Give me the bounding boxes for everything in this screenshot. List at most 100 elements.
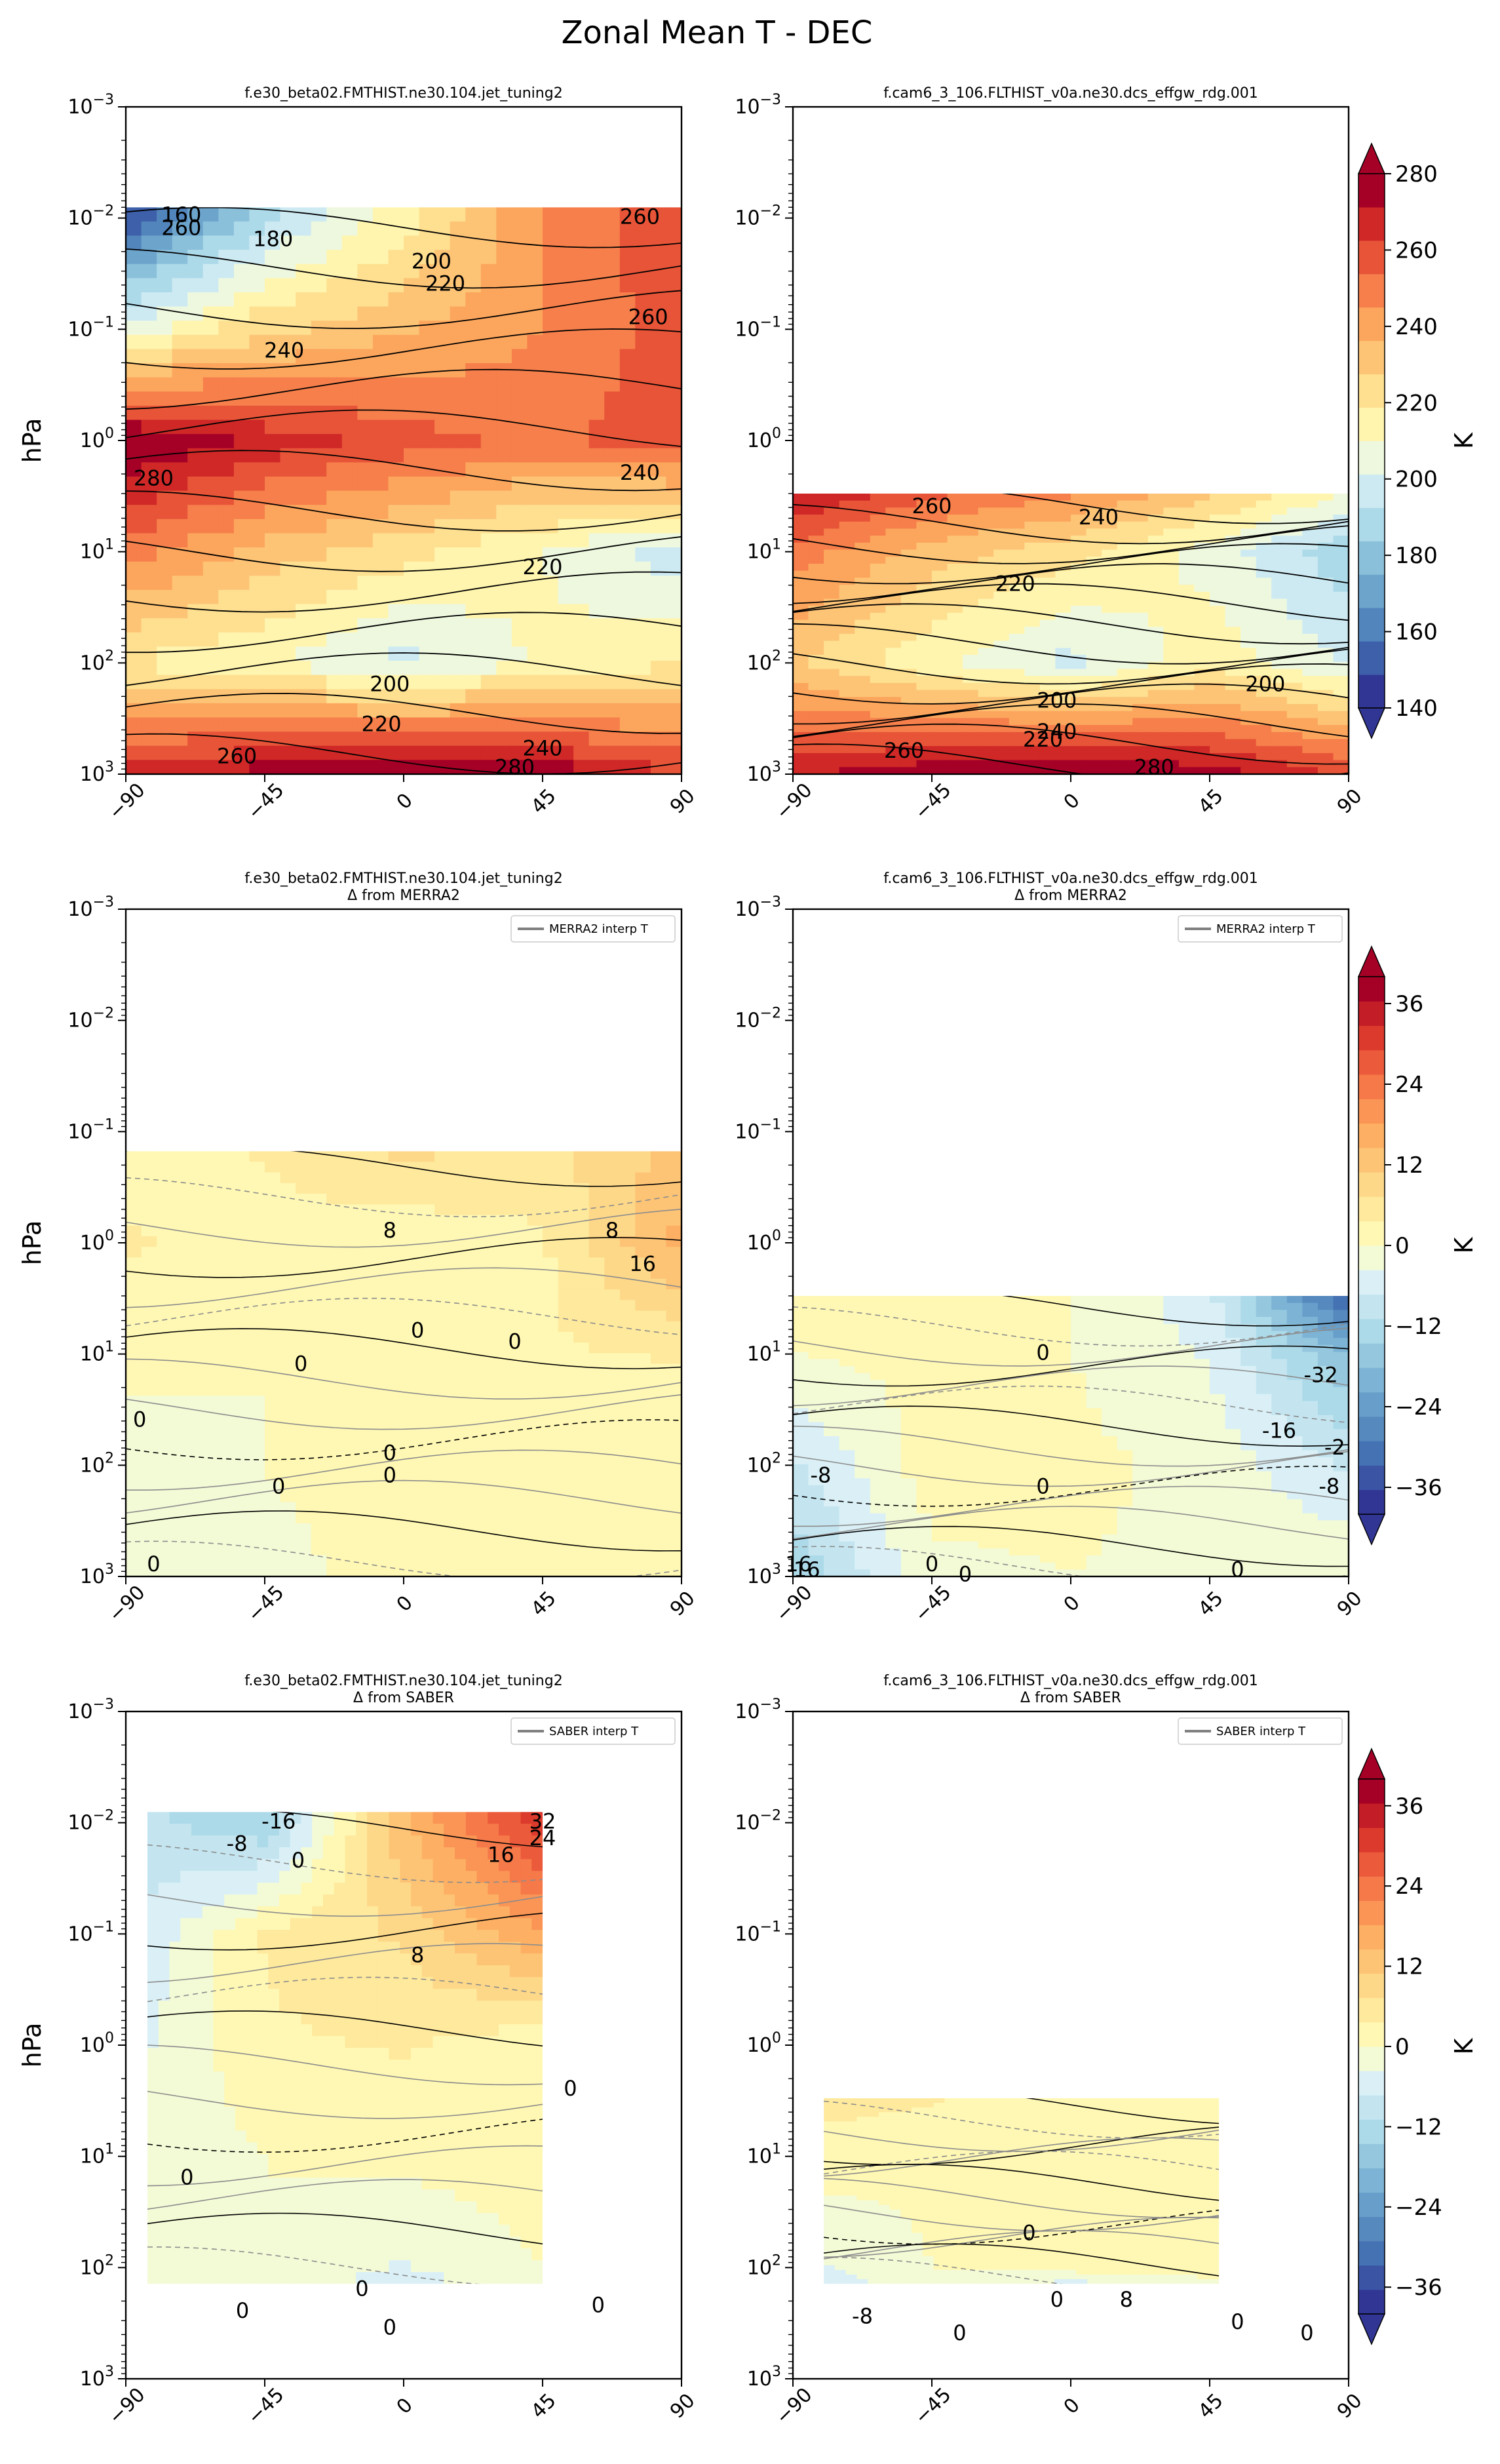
field-cell: [157, 646, 173, 661]
field-cell: [357, 1278, 374, 1290]
field-cell: [372, 476, 389, 492]
field-cell: [1256, 676, 1272, 684]
field-cell: [588, 1502, 605, 1514]
field-cell: [404, 1215, 420, 1226]
y-tick-exponent: −2: [760, 203, 781, 220]
field-cell: [1055, 1323, 1071, 1332]
field-cell: [527, 732, 543, 747]
field-cell: [1302, 493, 1318, 501]
y-tick-base: 10: [80, 652, 105, 675]
field-cell: [900, 606, 917, 614]
field-cell: [855, 1295, 871, 1304]
field-cell: [280, 1565, 296, 1577]
field-cell: [172, 1353, 188, 1365]
field-cell: [511, 1257, 528, 1269]
field-cell: [1024, 521, 1041, 530]
field-cell: [947, 711, 963, 718]
field-cell: [265, 349, 281, 364]
field-cell: [900, 507, 917, 515]
field-cell: [372, 1331, 389, 1343]
field-cell: [666, 1470, 682, 1481]
field-cell: [573, 1225, 590, 1237]
field-cell: [141, 1300, 157, 1312]
contour-label: 160: [161, 202, 201, 227]
field-cell: [1147, 536, 1164, 543]
field-cell: [1132, 1310, 1149, 1318]
field-cell: [1102, 732, 1118, 740]
field-cell: [1039, 1344, 1056, 1353]
field-cell: [650, 1470, 667, 1481]
field-cell: [604, 1321, 621, 1333]
field-cell: [1117, 1323, 1133, 1332]
field-cell: [1132, 536, 1149, 543]
field-cell: [1225, 739, 1241, 747]
field-cell: [141, 1396, 157, 1407]
field-cell: [341, 675, 358, 690]
field-cell: [419, 1363, 435, 1375]
field-cell: [993, 732, 1010, 740]
field-cell: [187, 264, 204, 279]
field-cell: [1147, 493, 1164, 501]
field-cell: [357, 1470, 374, 1481]
field-cell: [808, 1331, 824, 1339]
contour-line: [126, 290, 682, 330]
field-cell: [1271, 493, 1288, 501]
field-cell: [465, 1534, 482, 1545]
field-cell: [932, 640, 948, 648]
field-cell: [480, 321, 497, 336]
field-cell: [993, 627, 1010, 635]
field-cell: [1163, 493, 1180, 501]
field-cell: [341, 434, 358, 449]
field-cell: [1178, 627, 1195, 635]
field-cell: [434, 490, 451, 505]
field-cell: [1178, 1352, 1195, 1359]
field-cell: [1163, 1331, 1180, 1339]
field-cell: [1039, 746, 1056, 754]
field-cell: [1086, 1323, 1102, 1332]
field-cell: [870, 1317, 886, 1325]
field-cell: [1317, 500, 1334, 508]
field-cell: [1225, 753, 1241, 761]
field-cell: [141, 363, 157, 378]
field-cell: [233, 1512, 250, 1524]
field-cell: [793, 1310, 809, 1318]
field-cell: [157, 462, 173, 477]
field-cell: [372, 1438, 389, 1449]
field-cell: [326, 1236, 343, 1247]
field-cell: [1271, 577, 1288, 585]
field-cell: [1240, 591, 1257, 600]
field-cell: [1286, 598, 1303, 606]
field-cell: [357, 1374, 374, 1386]
y-axis-label: hPa: [18, 418, 47, 463]
field-cell: [218, 1449, 235, 1460]
field-cell: [1333, 676, 1349, 684]
field-cell: [900, 570, 917, 578]
field-cell: [126, 1194, 142, 1205]
field-cell: [388, 1215, 404, 1226]
field-cell: [947, 1310, 963, 1318]
field-cell: [1333, 598, 1349, 606]
field-cell: [1194, 591, 1210, 600]
field-cell: [187, 675, 204, 690]
field-cell: [1009, 711, 1025, 718]
field-cell: [1240, 521, 1257, 530]
field-cell: [1055, 682, 1071, 691]
contour-label: 260: [884, 738, 924, 763]
field-cell: [573, 1183, 590, 1194]
field-cell: [326, 576, 343, 591]
field-cell: [527, 448, 543, 463]
field-cell: [465, 1310, 482, 1322]
field-cell: [388, 717, 404, 732]
field-cell: [855, 606, 871, 614]
field-cell: [558, 1534, 574, 1545]
field-cell: [450, 1321, 466, 1333]
field-cell: [808, 655, 824, 663]
field-cell: [404, 448, 420, 463]
field-cell: [1024, 655, 1041, 663]
field-cell: [855, 577, 871, 585]
field-cell: [249, 1215, 265, 1226]
field-cell: [249, 745, 265, 760]
field-cell: [265, 1449, 281, 1460]
field-cell: [280, 518, 296, 534]
field-cell: [1333, 725, 1349, 733]
